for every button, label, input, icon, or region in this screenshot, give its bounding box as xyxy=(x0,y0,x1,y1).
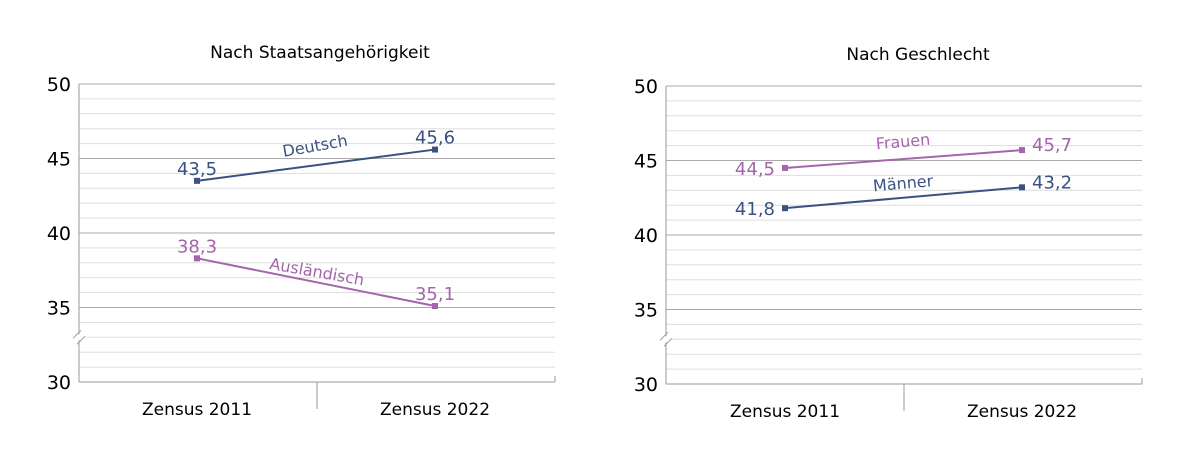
data-point xyxy=(194,255,200,262)
y-tick-label: 40 xyxy=(47,223,71,245)
series-name-label: Deutsch xyxy=(281,131,349,161)
chart-title: Nach Geschlecht xyxy=(846,45,990,65)
y-tick-label: 50 xyxy=(634,76,658,98)
data-point xyxy=(432,303,438,310)
series-name-label: Männer xyxy=(872,171,934,195)
data-label: 43,2 xyxy=(1032,172,1072,193)
data-label: 43,5 xyxy=(177,159,217,180)
axis-break-gap xyxy=(660,336,672,343)
data-label: 38,3 xyxy=(177,236,217,257)
series-name-label: Ausländisch xyxy=(268,254,366,289)
x-category-label: Zensus 2022 xyxy=(380,400,490,420)
chart-panel-2: Nach Geschlecht 30 35 40 45 50 Zensus 2011 Zens… xyxy=(634,45,1143,422)
series-line xyxy=(196,257,436,307)
y-tick-label: 30 xyxy=(634,374,658,396)
y-tick-label: 45 xyxy=(634,151,658,173)
data-label: 44,5 xyxy=(735,159,775,180)
axis-break-mark xyxy=(663,337,673,347)
data-label: 41,8 xyxy=(735,199,775,220)
y-tick-label: 50 xyxy=(47,74,71,96)
axis-break-gap xyxy=(73,334,85,341)
data-point xyxy=(782,205,788,212)
data-point xyxy=(782,164,788,171)
data-label: 45,7 xyxy=(1032,135,1072,156)
series-line xyxy=(784,186,1023,210)
y-tick-label: 40 xyxy=(634,225,658,247)
chart-title: Nach Staatsangehörigkeit xyxy=(210,43,430,63)
y-tick-label: 35 xyxy=(634,300,658,322)
x-category-label: Zensus 2011 xyxy=(730,402,840,422)
data-label: 45,6 xyxy=(415,128,455,149)
data-point xyxy=(432,146,438,153)
data-point xyxy=(1019,184,1025,191)
data-point xyxy=(1019,147,1025,154)
axis-break-mark xyxy=(72,329,82,339)
x-category-label: Zensus 2022 xyxy=(967,402,1077,422)
data-label: 35,1 xyxy=(415,284,455,305)
y-tick-label: 35 xyxy=(47,298,71,320)
y-tick-label: 45 xyxy=(47,149,71,171)
data-point xyxy=(194,177,200,184)
y-tick-label: 30 xyxy=(47,372,71,394)
axis-break-mark xyxy=(76,335,86,345)
chart-panel-1: Nach Staatsangehörigkeit 30 35 40 45 50 Zensus… xyxy=(47,43,556,420)
series-line xyxy=(196,148,436,182)
series-line xyxy=(784,149,1023,169)
axis-break-mark xyxy=(659,331,669,341)
series-name-label: Frauen xyxy=(875,130,931,154)
x-category-label: Zensus 2011 xyxy=(142,400,252,420)
